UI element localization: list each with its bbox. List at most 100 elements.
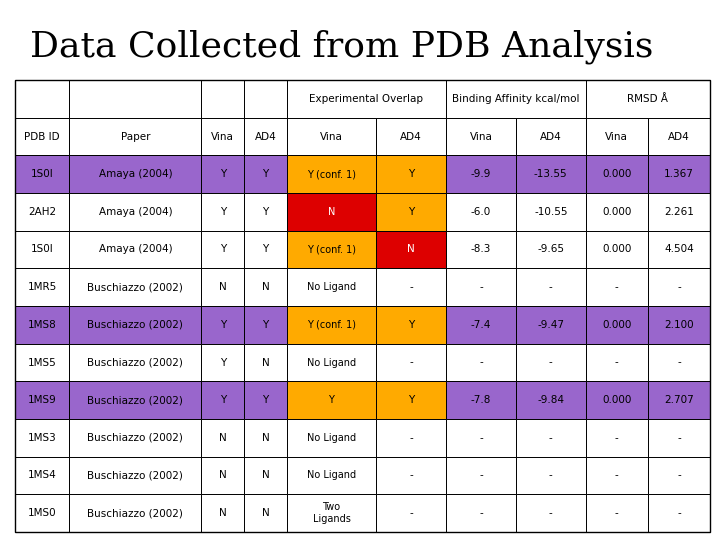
Bar bbox=[376, 419, 446, 457]
Bar bbox=[446, 231, 516, 268]
Bar bbox=[69, 231, 202, 268]
Bar bbox=[648, 118, 710, 156]
Text: N: N bbox=[261, 433, 269, 443]
Text: Buschiazzo (2002): Buschiazzo (2002) bbox=[87, 395, 184, 405]
Bar bbox=[648, 268, 710, 306]
Text: -9.47: -9.47 bbox=[537, 320, 564, 330]
Text: N: N bbox=[219, 433, 227, 443]
Bar bbox=[202, 381, 244, 419]
Text: -: - bbox=[409, 357, 413, 368]
Bar bbox=[446, 343, 516, 381]
Text: Y (conf. 1): Y (conf. 1) bbox=[307, 320, 356, 330]
Text: -6.0: -6.0 bbox=[471, 207, 491, 217]
Bar bbox=[15, 80, 69, 118]
Text: Y: Y bbox=[220, 320, 226, 330]
Text: 0.000: 0.000 bbox=[602, 320, 631, 330]
Text: No Ligand: No Ligand bbox=[307, 282, 356, 292]
Text: -: - bbox=[615, 282, 618, 292]
Bar bbox=[244, 343, 287, 381]
Bar bbox=[15, 231, 69, 268]
Text: -9.9: -9.9 bbox=[471, 169, 491, 179]
Bar bbox=[446, 193, 516, 231]
Text: AD4: AD4 bbox=[540, 132, 562, 141]
Bar bbox=[287, 381, 376, 419]
Bar bbox=[244, 381, 287, 419]
Text: Vina: Vina bbox=[469, 132, 492, 141]
Text: Y: Y bbox=[262, 320, 269, 330]
Bar bbox=[648, 193, 710, 231]
Text: RMSD Å: RMSD Å bbox=[627, 94, 668, 104]
Text: -7.4: -7.4 bbox=[471, 320, 491, 330]
Bar bbox=[202, 457, 244, 494]
Bar bbox=[15, 118, 69, 156]
Text: N: N bbox=[219, 470, 227, 481]
Text: -: - bbox=[549, 282, 553, 292]
Text: 0.000: 0.000 bbox=[602, 207, 631, 217]
Text: AD4: AD4 bbox=[400, 132, 422, 141]
Text: Y: Y bbox=[262, 207, 269, 217]
Bar bbox=[648, 494, 710, 532]
Bar bbox=[69, 80, 202, 118]
Text: -: - bbox=[409, 470, 413, 481]
Bar bbox=[287, 80, 446, 118]
Bar bbox=[516, 381, 586, 419]
Bar bbox=[446, 381, 516, 419]
Text: Buschiazzo (2002): Buschiazzo (2002) bbox=[87, 470, 184, 481]
Bar bbox=[202, 268, 244, 306]
Bar bbox=[15, 80, 710, 532]
Text: Amaya (2004): Amaya (2004) bbox=[99, 207, 172, 217]
Text: 1S0I: 1S0I bbox=[31, 169, 53, 179]
Bar bbox=[202, 306, 244, 343]
Text: Y: Y bbox=[220, 169, 226, 179]
Bar bbox=[287, 231, 376, 268]
Bar bbox=[287, 268, 376, 306]
Text: Vina: Vina bbox=[211, 132, 234, 141]
Bar bbox=[15, 494, 69, 532]
Text: Buschiazzo (2002): Buschiazzo (2002) bbox=[87, 433, 184, 443]
Text: 1.367: 1.367 bbox=[664, 169, 694, 179]
Bar bbox=[69, 457, 202, 494]
Text: N: N bbox=[261, 357, 269, 368]
Text: Vina: Vina bbox=[606, 132, 629, 141]
Text: Y: Y bbox=[408, 395, 414, 405]
Bar bbox=[586, 268, 648, 306]
Bar bbox=[244, 494, 287, 532]
Text: AD4: AD4 bbox=[668, 132, 690, 141]
Bar bbox=[202, 231, 244, 268]
Bar bbox=[446, 306, 516, 343]
Text: N: N bbox=[219, 508, 227, 518]
Text: Amaya (2004): Amaya (2004) bbox=[99, 245, 172, 254]
Bar bbox=[446, 494, 516, 532]
Bar bbox=[244, 231, 287, 268]
Text: -: - bbox=[677, 433, 681, 443]
Bar bbox=[586, 494, 648, 532]
Bar bbox=[586, 231, 648, 268]
Bar bbox=[244, 306, 287, 343]
Text: -: - bbox=[615, 470, 618, 481]
Bar bbox=[446, 419, 516, 457]
Bar bbox=[15, 457, 69, 494]
Text: -: - bbox=[409, 433, 413, 443]
Text: Y: Y bbox=[408, 320, 414, 330]
Text: No Ligand: No Ligand bbox=[307, 357, 356, 368]
Bar bbox=[516, 268, 586, 306]
Text: 2.707: 2.707 bbox=[664, 395, 694, 405]
Text: 0.000: 0.000 bbox=[602, 169, 631, 179]
Text: Buschiazzo (2002): Buschiazzo (2002) bbox=[87, 508, 184, 518]
Bar bbox=[69, 381, 202, 419]
Bar bbox=[516, 419, 586, 457]
Text: -8.3: -8.3 bbox=[471, 245, 491, 254]
Bar bbox=[15, 343, 69, 381]
Text: No Ligand: No Ligand bbox=[307, 470, 356, 481]
Bar bbox=[376, 457, 446, 494]
Bar bbox=[648, 381, 710, 419]
Text: Buschiazzo (2002): Buschiazzo (2002) bbox=[87, 357, 184, 368]
Bar bbox=[202, 118, 244, 156]
Text: 1MS4: 1MS4 bbox=[28, 470, 57, 481]
Bar bbox=[376, 193, 446, 231]
Bar bbox=[586, 306, 648, 343]
Text: 2AH2: 2AH2 bbox=[28, 207, 56, 217]
Text: N: N bbox=[261, 508, 269, 518]
Text: N: N bbox=[261, 470, 269, 481]
Bar bbox=[69, 419, 202, 457]
